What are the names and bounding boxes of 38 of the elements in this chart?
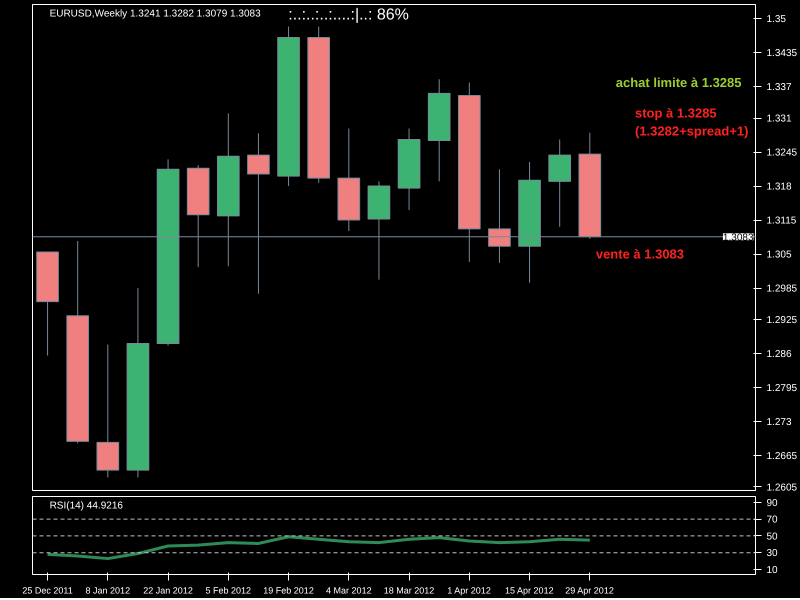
category-label: 22 Jan 2012 <box>143 586 193 596</box>
chart-title: EURUSD,Weekly 1.3241 1.3282 1.3079 1.3083 <box>50 8 262 20</box>
y-tick-label: 30 <box>766 548 778 560</box>
y-tick-label: 10 <box>766 564 778 576</box>
annotation: achat limite à 1.3285 <box>616 75 742 90</box>
y-tick-label: 1.2925 <box>766 314 798 326</box>
category-label: 8 Jan 2012 <box>86 586 130 596</box>
y-tick-label: 50 <box>766 531 778 542</box>
annotation: vente à 1.3083 <box>596 246 684 262</box>
y-tick-label: 1.3245 <box>766 148 798 159</box>
y-tick-label: 1.286 <box>766 348 792 360</box>
y-tick-label: 1.331 <box>766 114 792 125</box>
y-tick-label: 1.35 <box>766 14 786 26</box>
category-label: 18 Mar 2012 <box>384 586 434 596</box>
y-tick-label: 1.273 <box>766 416 792 428</box>
category-label: 1 Apr 2012 <box>447 586 491 596</box>
y-tick-label: 1.305 <box>766 250 792 261</box>
category-label: 4 Mar 2012 <box>326 586 372 596</box>
y-tick-label: 1.2605 <box>766 482 798 494</box>
y-tick-label: 90 <box>766 498 778 509</box>
category-label: 15 Apr 2012 <box>505 586 554 596</box>
annotation: stop à 1.3285 (1.3282+spread+1) <box>635 106 748 138</box>
category-label: 5 Feb 2012 <box>206 586 252 596</box>
y-tick-label: 1.3115 <box>766 216 797 227</box>
category-label: 29 Apr 2012 <box>565 586 614 596</box>
y-tick-label: 1.2795 <box>766 382 798 394</box>
category-label: 25 Dec 2011 <box>22 586 73 596</box>
category-label: 19 Feb 2012 <box>263 586 314 596</box>
y-tick-label: 1.318 <box>766 182 792 193</box>
y-tick-label: 1.337 <box>766 82 792 94</box>
ref-line-label: 1.3083 <box>722 232 754 244</box>
y-tick-label: 1.2985 <box>766 284 798 295</box>
y-tick-label: 1.3435 <box>766 48 798 60</box>
y-tick-label: 70 <box>766 514 778 526</box>
chart-title: RSI(14) 44.9216 <box>50 500 124 512</box>
line-series <box>46 535 592 560</box>
annotation: :..:..:..:....:|..: 86% <box>288 6 409 24</box>
y-tick-label: 1.2665 <box>766 450 798 462</box>
